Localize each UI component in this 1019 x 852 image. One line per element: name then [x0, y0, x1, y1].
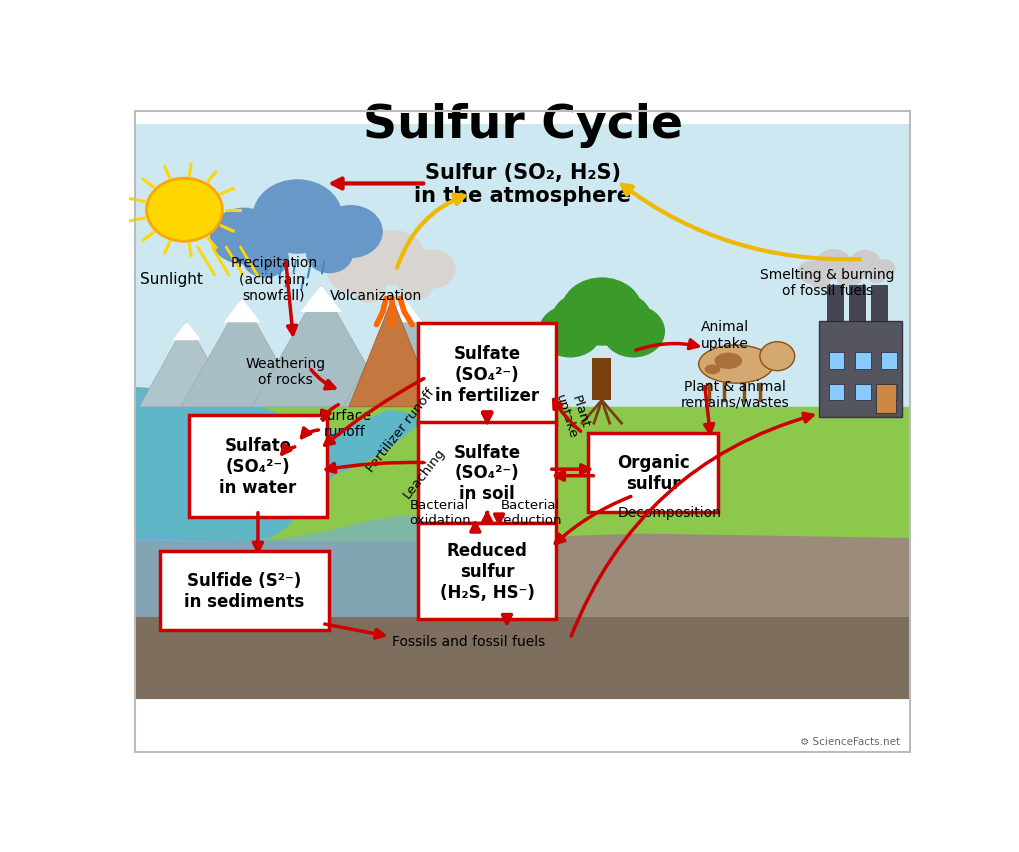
Circle shape — [834, 261, 857, 281]
Circle shape — [591, 294, 651, 343]
FancyBboxPatch shape — [827, 353, 844, 369]
FancyBboxPatch shape — [592, 358, 610, 400]
Text: Reduced
sulfur
(H₂S, HS⁻): Reduced sulfur (H₂S, HS⁻) — [439, 542, 534, 601]
Polygon shape — [180, 299, 303, 407]
Ellipse shape — [713, 354, 742, 370]
FancyBboxPatch shape — [587, 434, 717, 512]
Polygon shape — [348, 299, 435, 407]
Polygon shape — [342, 299, 465, 407]
Text: Fertilizer runoff: Fertilizer runoff — [364, 386, 436, 475]
FancyBboxPatch shape — [849, 286, 864, 322]
Circle shape — [814, 250, 851, 280]
Polygon shape — [136, 388, 909, 699]
Text: Sulfate
(SO₄²⁻)
in fertilizer: Sulfate (SO₄²⁻) in fertilizer — [435, 345, 539, 404]
Circle shape — [319, 205, 382, 259]
Circle shape — [810, 273, 829, 290]
FancyBboxPatch shape — [854, 384, 870, 400]
FancyBboxPatch shape — [880, 384, 896, 400]
Circle shape — [359, 231, 425, 286]
Text: Volcanization: Volcanization — [330, 289, 422, 302]
Text: Sulfide (S²⁻)
in sediments: Sulfide (S²⁻) in sediments — [184, 572, 305, 610]
Circle shape — [845, 272, 861, 285]
Polygon shape — [136, 617, 909, 699]
Text: Sulfate
(SO₄²⁻)
in soil: Sulfate (SO₄²⁻) in soil — [453, 443, 521, 503]
Polygon shape — [252, 286, 390, 407]
Text: Sulfur Cycle: Sulfur Cycle — [363, 103, 682, 147]
Text: ⚙ ScienceFacts.net: ⚙ ScienceFacts.net — [800, 736, 900, 746]
Circle shape — [560, 278, 642, 346]
FancyBboxPatch shape — [880, 353, 896, 369]
Polygon shape — [140, 322, 234, 407]
Text: Plant
uptake: Plant uptake — [552, 388, 593, 440]
FancyBboxPatch shape — [418, 422, 555, 524]
Text: Bacterial
reduction: Bacterial reduction — [498, 498, 561, 527]
Circle shape — [210, 209, 278, 265]
FancyBboxPatch shape — [870, 286, 887, 322]
FancyBboxPatch shape — [159, 551, 329, 630]
Circle shape — [797, 262, 824, 285]
Polygon shape — [136, 515, 459, 617]
Circle shape — [538, 306, 601, 358]
Text: Plant & animal
remains/wastes: Plant & animal remains/wastes — [681, 379, 789, 409]
Polygon shape — [301, 286, 341, 313]
FancyBboxPatch shape — [418, 324, 555, 425]
Circle shape — [327, 252, 378, 294]
Circle shape — [867, 270, 883, 284]
Circle shape — [408, 250, 455, 289]
Text: Sunlight: Sunlight — [140, 272, 202, 287]
Polygon shape — [223, 299, 260, 323]
Circle shape — [351, 275, 385, 303]
Text: Surface
runoff: Surface runoff — [318, 409, 371, 439]
Circle shape — [147, 179, 222, 242]
Text: Sulfur (SO₂, H₂S)
in the atmosphere: Sulfur (SO₂, H₂S) in the atmosphere — [414, 163, 631, 206]
Polygon shape — [172, 322, 201, 341]
Text: Organic
sulfur: Organic sulfur — [616, 453, 689, 492]
Polygon shape — [136, 388, 420, 542]
Text: Animal
uptake: Animal uptake — [700, 320, 748, 350]
Circle shape — [306, 235, 353, 274]
Text: Leaching: Leaching — [399, 446, 447, 500]
Text: Decomposition: Decomposition — [618, 505, 720, 519]
FancyBboxPatch shape — [418, 524, 555, 619]
Circle shape — [842, 260, 867, 282]
Circle shape — [848, 250, 880, 277]
FancyBboxPatch shape — [189, 416, 327, 517]
Text: Sulfate
(SO₄²⁻)
in water: Sulfate (SO₄²⁻) in water — [219, 436, 297, 496]
Circle shape — [872, 260, 895, 279]
Circle shape — [551, 294, 611, 343]
FancyBboxPatch shape — [854, 353, 870, 369]
Circle shape — [398, 272, 433, 301]
Ellipse shape — [698, 346, 773, 383]
FancyBboxPatch shape — [875, 384, 895, 414]
Text: Bacterial
oxidation: Bacterial oxidation — [409, 498, 470, 527]
FancyBboxPatch shape — [827, 384, 844, 400]
Circle shape — [601, 306, 664, 358]
Ellipse shape — [704, 365, 719, 375]
Circle shape — [836, 272, 855, 288]
Polygon shape — [385, 299, 422, 323]
Text: Smelting & burning
of fossil fuels: Smelting & burning of fossil fuels — [759, 268, 894, 297]
FancyBboxPatch shape — [136, 125, 909, 699]
FancyBboxPatch shape — [826, 286, 842, 322]
FancyBboxPatch shape — [818, 322, 902, 417]
Circle shape — [759, 343, 794, 371]
Polygon shape — [136, 534, 909, 699]
Circle shape — [242, 239, 288, 279]
Circle shape — [253, 180, 342, 255]
Text: Fossils and fossil fuels: Fossils and fossil fuels — [392, 635, 545, 648]
Text: Weathering
of rocks: Weathering of rocks — [246, 356, 325, 386]
Text: Precipitation
(acid rain,
snowfall): Precipitation (acid rain, snowfall) — [230, 256, 317, 302]
